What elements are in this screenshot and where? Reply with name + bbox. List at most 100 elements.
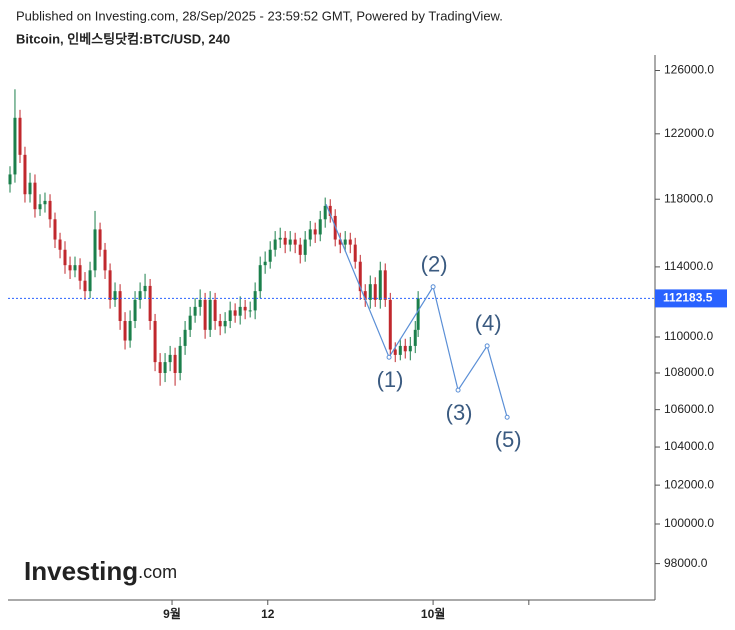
candle-body <box>193 306 197 316</box>
y-tick-label: 102000.0 <box>664 477 714 491</box>
wave-label: (4) <box>475 311 502 336</box>
candle-body <box>53 219 57 240</box>
candle-body <box>398 345 402 355</box>
candle-body <box>98 229 102 250</box>
candle-body <box>268 249 272 262</box>
candle-body <box>48 200 52 220</box>
candle-body <box>168 354 172 363</box>
candle-body <box>248 310 252 312</box>
candle-body <box>13 117 17 175</box>
candle-body <box>278 237 282 240</box>
candle-body <box>413 329 417 346</box>
candle-body <box>128 320 132 341</box>
candle-body <box>253 291 257 311</box>
candle-body <box>233 310 237 316</box>
y-tick-label: 114000.0 <box>664 259 713 273</box>
candle-body <box>273 239 277 250</box>
candle-body <box>313 229 317 235</box>
candle-body <box>163 362 167 373</box>
candle-body <box>83 280 87 292</box>
candle-body <box>63 249 67 266</box>
price-label: 112183.5 <box>663 291 713 305</box>
candle-body <box>93 229 97 271</box>
price-label-box <box>655 289 727 308</box>
candle-body <box>153 320 157 363</box>
candle-body <box>403 345 407 352</box>
candle-body <box>303 239 307 255</box>
candle-body <box>148 285 152 321</box>
candle-body <box>113 291 117 300</box>
candle-body <box>188 315 192 330</box>
wave-point <box>430 284 436 290</box>
candle-body <box>138 291 142 300</box>
candle-body <box>143 285 147 292</box>
candle-body <box>73 265 77 271</box>
y-tick-label: 122000.0 <box>664 126 714 140</box>
y-tick-label: 108000.0 <box>664 365 714 379</box>
candle-body <box>68 265 72 271</box>
candle-body <box>28 182 32 195</box>
candle-body <box>363 291 367 300</box>
candle-body <box>338 239 342 245</box>
candle-body <box>108 270 112 300</box>
y-tick-label: 100000.0 <box>664 516 714 530</box>
candle-body <box>258 265 262 292</box>
candle-body <box>358 261 362 292</box>
y-tick-label: 110000.0 <box>664 329 713 343</box>
wave-label: (5) <box>495 427 522 452</box>
candle-body <box>378 270 382 300</box>
wave-point <box>484 343 490 349</box>
candle-body <box>8 174 12 185</box>
candle-body <box>33 182 37 210</box>
candle-body <box>213 299 217 321</box>
candle-body <box>308 229 312 240</box>
wave-line <box>325 203 508 418</box>
x-tick-label: 10월 <box>421 606 445 621</box>
x-tick-label: 12 <box>261 607 275 621</box>
candle-body <box>373 284 377 300</box>
candle-body <box>328 205 332 216</box>
candle-body <box>323 205 327 220</box>
wave-point <box>386 354 392 360</box>
candle-body <box>393 349 397 355</box>
candle-body <box>353 244 357 262</box>
candle-body <box>238 306 242 316</box>
wave-label: (2) <box>421 252 448 277</box>
wave-label: (1) <box>377 367 404 392</box>
candle-body <box>343 239 347 245</box>
logo-suffix: .com <box>138 562 177 582</box>
candle-body <box>223 320 227 327</box>
candle-body <box>23 154 27 195</box>
candle-body <box>368 284 372 300</box>
header: Published on Investing.com, 28/Sep/2025 … <box>16 8 503 23</box>
candle-body <box>178 345 182 373</box>
candle-body <box>103 249 107 271</box>
y-tick-label: 98000.0 <box>664 556 708 570</box>
y-tick-label: 126000.0 <box>664 63 714 77</box>
candle-body <box>263 261 267 266</box>
candle-body <box>123 320 127 341</box>
candle-body <box>133 299 137 321</box>
candle-body <box>218 320 222 327</box>
candle-body <box>408 345 412 352</box>
candle-body <box>298 244 302 255</box>
candle-body <box>208 299 212 330</box>
candle-body <box>383 270 387 300</box>
x-tick-label: 9월 <box>163 606 181 621</box>
candle-body <box>118 291 122 321</box>
y-tick-label: 106000.0 <box>664 402 714 416</box>
y-tick-label: 104000.0 <box>664 439 714 453</box>
candle-body <box>288 239 292 245</box>
candle-body <box>198 299 202 307</box>
wave-label: (3) <box>446 400 473 425</box>
candle-body <box>78 265 82 281</box>
candle-body <box>158 362 162 373</box>
candle-body <box>283 237 287 245</box>
candle-body <box>416 298 420 330</box>
logo-main: Investing <box>24 556 138 586</box>
candle-body <box>38 204 42 210</box>
logo: Investing.com <box>24 556 177 586</box>
candle-body <box>18 117 22 155</box>
candle-body <box>243 306 247 311</box>
